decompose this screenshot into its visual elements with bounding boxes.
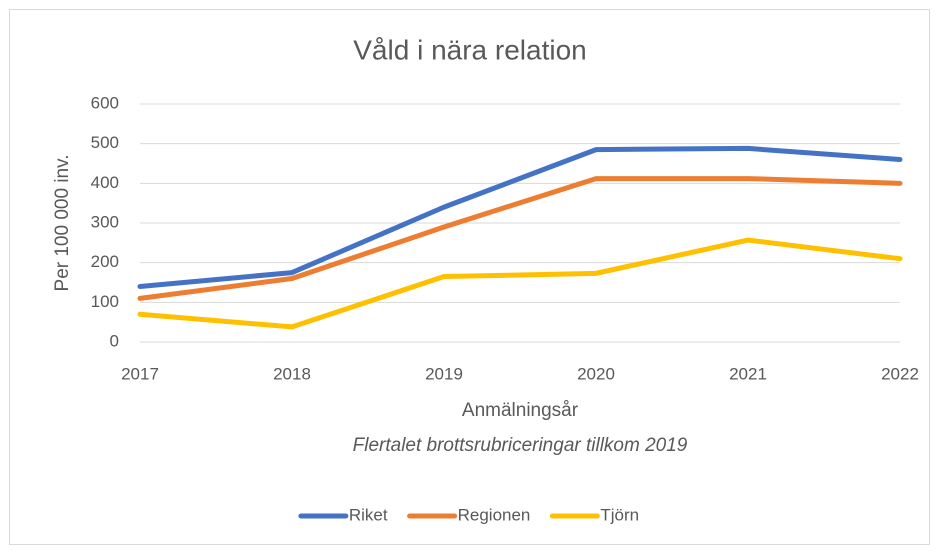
- chart-title: Våld i nära relation: [353, 34, 586, 65]
- y-tick-label: 500: [91, 133, 119, 152]
- y-tick-label: 100: [91, 292, 119, 311]
- y-axis-title: Per 100 000 inv.: [52, 155, 73, 292]
- x-tick-label: 2018: [273, 364, 311, 383]
- y-tick-label: 300: [91, 212, 119, 231]
- y-tick-label: 200: [91, 252, 119, 271]
- series-line: [137, 145, 903, 289]
- y-tick-label: 0: [110, 331, 119, 350]
- legend-label: Regionen: [458, 505, 531, 524]
- y-tick-label: 600: [91, 93, 119, 112]
- annotation: Flertalet brottsrubriceringar tillkom 20…: [353, 435, 688, 456]
- y-tick-label: 400: [91, 173, 119, 192]
- x-tick-label: 2020: [577, 364, 615, 383]
- x-tick-label: 2021: [729, 364, 767, 383]
- series-line: [137, 237, 903, 330]
- legend-label: Tjörn: [600, 505, 639, 524]
- x-tick-label: 2019: [425, 364, 463, 383]
- x-axis-title: Anmälningsår: [462, 400, 579, 421]
- series-line: [137, 176, 903, 301]
- legend-label: Riket: [349, 505, 388, 524]
- x-tick-label: 2017: [121, 364, 159, 383]
- x-tick-label: 2022: [881, 364, 919, 383]
